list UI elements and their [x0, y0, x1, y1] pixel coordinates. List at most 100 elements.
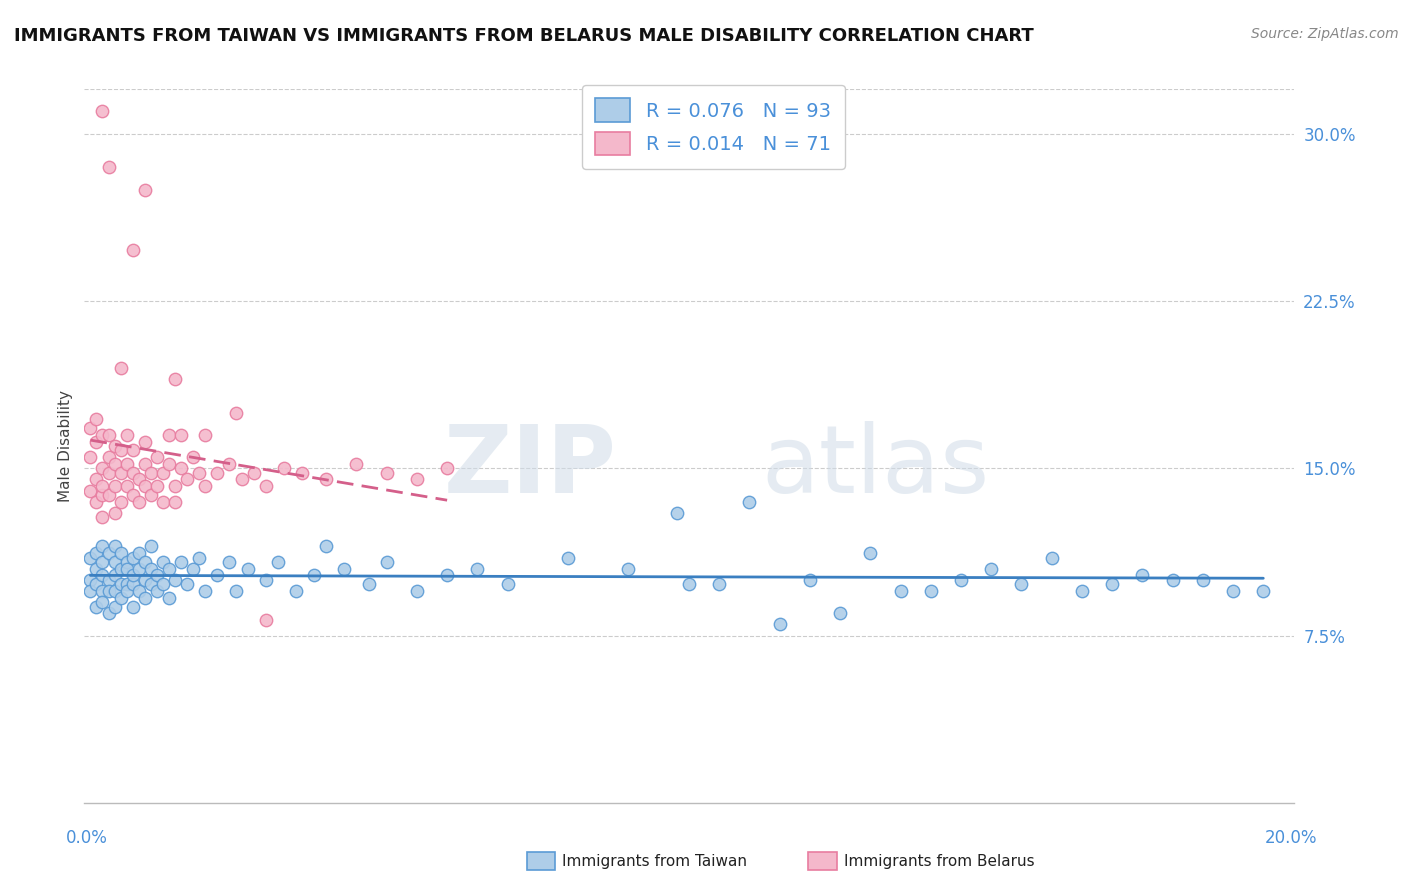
Point	[170, 427, 193, 442]
Point	[467, 562, 489, 576]
Point	[406, 583, 429, 598]
Point	[436, 568, 458, 582]
Point	[285, 583, 308, 598]
Point	[104, 457, 127, 471]
Point	[79, 550, 101, 565]
Point	[678, 577, 700, 591]
Point	[91, 427, 114, 442]
Point	[115, 479, 138, 493]
Point	[242, 466, 264, 480]
Point	[859, 546, 882, 560]
Point	[79, 573, 101, 587]
Point	[188, 466, 211, 480]
Point	[207, 466, 229, 480]
Point	[346, 457, 368, 471]
Point	[617, 562, 640, 576]
Point	[152, 466, 174, 480]
Point	[134, 479, 156, 493]
Point	[157, 591, 180, 605]
Point	[115, 555, 138, 569]
Point	[181, 562, 204, 576]
Point	[110, 562, 132, 576]
Point	[357, 577, 380, 591]
Point	[139, 466, 162, 480]
Point	[97, 427, 120, 442]
Point	[134, 457, 156, 471]
Point	[157, 457, 180, 471]
Point	[110, 546, 132, 560]
Point	[97, 161, 120, 175]
Point	[1161, 573, 1184, 587]
Point	[121, 488, 143, 502]
Point	[139, 539, 162, 553]
Point	[170, 461, 193, 475]
Point	[86, 494, 108, 508]
Point	[236, 562, 259, 576]
Point	[104, 583, 127, 598]
Point	[273, 461, 295, 475]
Point	[121, 550, 143, 565]
Point	[496, 577, 519, 591]
Point	[225, 583, 247, 598]
Point	[115, 427, 138, 442]
Point	[134, 555, 156, 569]
Point	[86, 599, 108, 614]
Point	[225, 405, 247, 419]
Point	[110, 494, 132, 508]
Point	[97, 488, 120, 502]
Point	[302, 568, 325, 582]
Text: Immigrants from Taiwan: Immigrants from Taiwan	[562, 855, 748, 869]
Point	[665, 506, 688, 520]
Point	[104, 599, 127, 614]
Point	[146, 479, 169, 493]
Point	[194, 479, 217, 493]
Point	[139, 488, 162, 502]
Point	[121, 443, 143, 458]
Text: Source: ZipAtlas.com: Source: ZipAtlas.com	[1251, 27, 1399, 41]
Point	[176, 577, 198, 591]
Point	[134, 591, 156, 605]
Point	[86, 434, 108, 449]
Point	[91, 568, 114, 582]
Point	[121, 599, 143, 614]
Point	[86, 473, 108, 487]
Point	[406, 473, 429, 487]
Point	[115, 583, 138, 598]
Point	[1192, 573, 1215, 587]
Point	[115, 457, 138, 471]
Point	[79, 421, 101, 435]
Point	[157, 562, 180, 576]
Point	[769, 617, 792, 632]
Point	[110, 591, 132, 605]
Point	[139, 577, 162, 591]
Point	[333, 562, 356, 576]
Text: atlas: atlas	[762, 421, 990, 514]
Point	[91, 583, 114, 598]
Point	[920, 583, 942, 598]
Point	[375, 555, 398, 569]
Point	[152, 577, 174, 591]
Point	[97, 607, 120, 621]
Point	[79, 450, 101, 464]
Point	[165, 479, 187, 493]
Point	[176, 473, 198, 487]
Point	[128, 583, 150, 598]
Point	[128, 562, 150, 576]
Point	[91, 104, 114, 119]
Point	[291, 466, 314, 480]
Point	[104, 439, 127, 453]
Point	[218, 457, 240, 471]
Point	[170, 555, 193, 569]
Point	[267, 555, 290, 569]
Point	[152, 555, 174, 569]
Point	[91, 479, 114, 493]
Point	[738, 494, 761, 508]
Point	[890, 583, 912, 598]
Point	[86, 562, 108, 576]
Point	[91, 510, 114, 524]
Point	[181, 450, 204, 464]
Point	[97, 450, 120, 464]
Point	[104, 506, 127, 520]
Point	[79, 483, 101, 498]
Point	[128, 473, 150, 487]
